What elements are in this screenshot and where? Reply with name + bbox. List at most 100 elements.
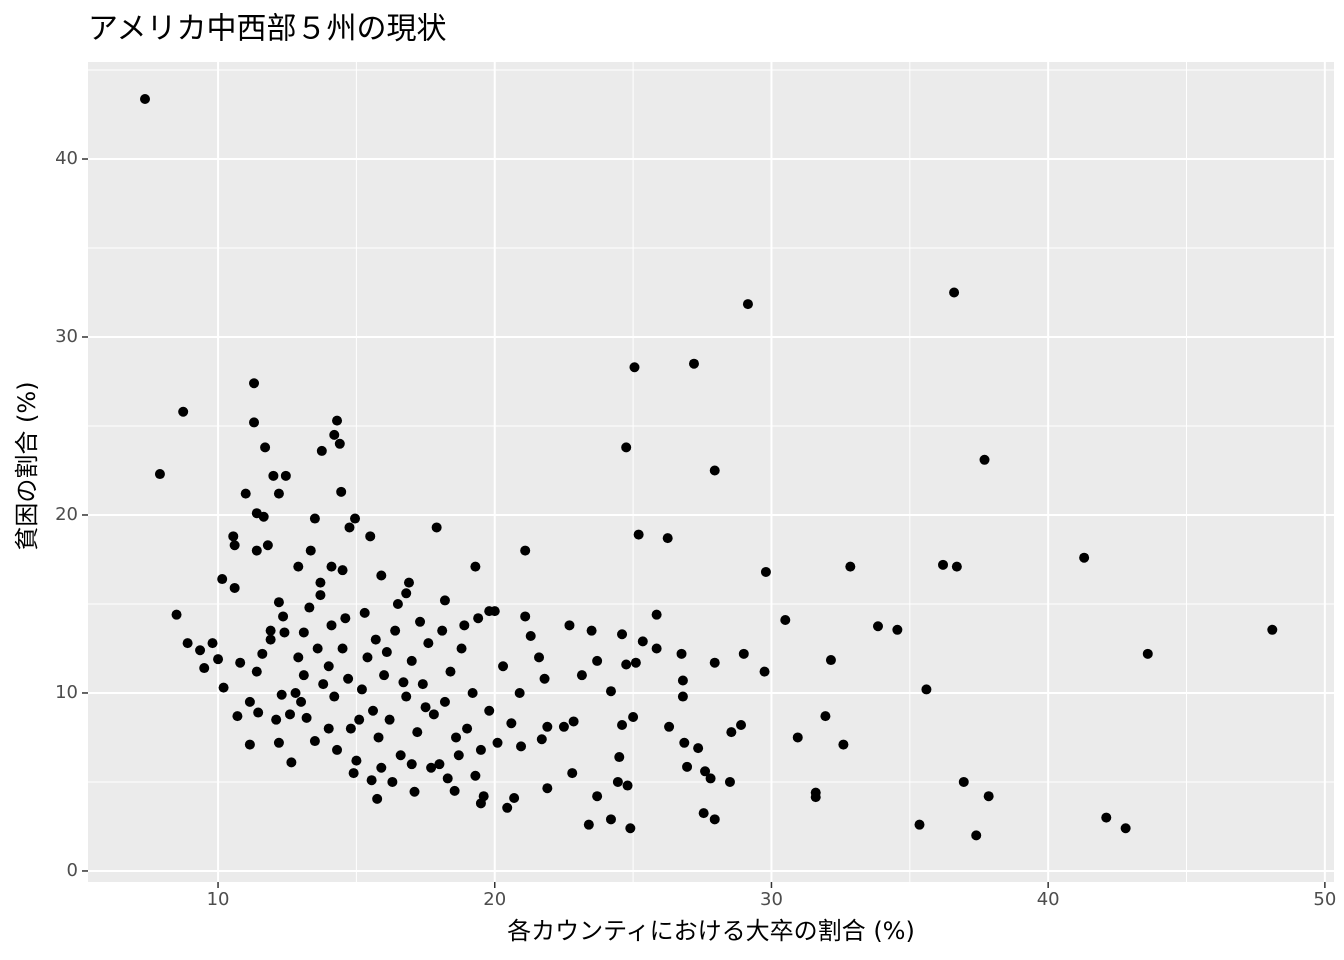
point — [971, 830, 982, 841]
point — [664, 721, 675, 732]
point — [470, 561, 481, 572]
point — [622, 780, 633, 791]
point — [403, 577, 414, 588]
point — [637, 636, 648, 647]
chart-title: アメリカ中西部５州の現状 — [88, 12, 447, 47]
point — [278, 611, 289, 622]
point — [1120, 823, 1131, 834]
point — [343, 673, 354, 684]
point — [509, 792, 520, 803]
point — [445, 666, 456, 677]
point — [738, 648, 749, 659]
point — [914, 819, 925, 830]
point — [279, 627, 290, 638]
point — [244, 696, 255, 707]
point — [439, 595, 450, 606]
point — [345, 723, 356, 734]
point — [376, 570, 387, 581]
point — [651, 643, 662, 654]
point — [426, 762, 437, 773]
point — [502, 802, 513, 813]
point — [337, 565, 348, 576]
point — [298, 627, 309, 638]
y-tick-label: 10 — [55, 682, 78, 703]
point — [709, 814, 720, 825]
point — [558, 721, 569, 732]
x-tick-label: 40 — [1037, 889, 1060, 910]
point — [217, 574, 228, 585]
y-axis-label: 貧困の割合 (%) — [13, 381, 41, 550]
point — [372, 793, 383, 804]
point — [592, 791, 603, 802]
point — [625, 823, 636, 834]
point — [417, 679, 428, 690]
point — [567, 768, 578, 779]
point — [709, 657, 720, 668]
y-tick-label: 20 — [55, 504, 78, 525]
point — [273, 597, 284, 608]
point — [475, 744, 486, 755]
point — [693, 743, 704, 754]
point — [845, 561, 856, 572]
point — [951, 561, 962, 572]
point — [232, 711, 243, 722]
point — [249, 378, 260, 389]
point — [462, 723, 473, 734]
point — [293, 561, 304, 572]
point — [810, 792, 821, 803]
point — [431, 522, 442, 533]
point — [235, 657, 246, 668]
point — [612, 776, 623, 787]
point — [698, 808, 709, 819]
point — [370, 634, 381, 645]
x-tick-label: 10 — [207, 889, 230, 910]
point — [506, 718, 517, 729]
point — [218, 682, 229, 693]
point — [938, 559, 949, 570]
point — [265, 625, 276, 636]
point — [409, 786, 420, 797]
point — [228, 531, 239, 542]
point — [621, 659, 632, 670]
point — [724, 776, 735, 787]
point — [459, 620, 470, 631]
point — [415, 616, 426, 627]
point — [420, 702, 431, 713]
point — [304, 602, 315, 613]
x-tick-label: 20 — [483, 889, 506, 910]
point — [406, 655, 417, 666]
point — [178, 406, 189, 417]
point — [240, 488, 251, 499]
point — [470, 770, 481, 781]
point — [273, 488, 284, 499]
point — [484, 705, 495, 716]
point — [268, 470, 279, 481]
x-tick-label: 50 — [1313, 889, 1336, 910]
x-tick-label: 30 — [760, 889, 783, 910]
point — [614, 752, 625, 763]
point — [334, 438, 345, 449]
point — [516, 741, 527, 752]
point — [542, 721, 553, 732]
point — [284, 709, 295, 720]
point — [316, 445, 327, 456]
point — [489, 606, 500, 617]
point — [688, 358, 699, 369]
point — [309, 513, 320, 524]
point — [820, 711, 831, 722]
point — [296, 696, 307, 707]
point — [534, 652, 545, 663]
point — [542, 783, 553, 794]
point — [514, 687, 525, 698]
point — [633, 529, 644, 540]
point — [564, 620, 575, 631]
y-tick-label: 30 — [55, 326, 78, 347]
point — [498, 661, 509, 672]
point — [439, 696, 450, 707]
point — [792, 732, 803, 743]
point — [456, 643, 467, 654]
point — [742, 299, 753, 310]
point — [617, 629, 628, 640]
point — [1142, 648, 1153, 659]
point — [312, 643, 323, 654]
